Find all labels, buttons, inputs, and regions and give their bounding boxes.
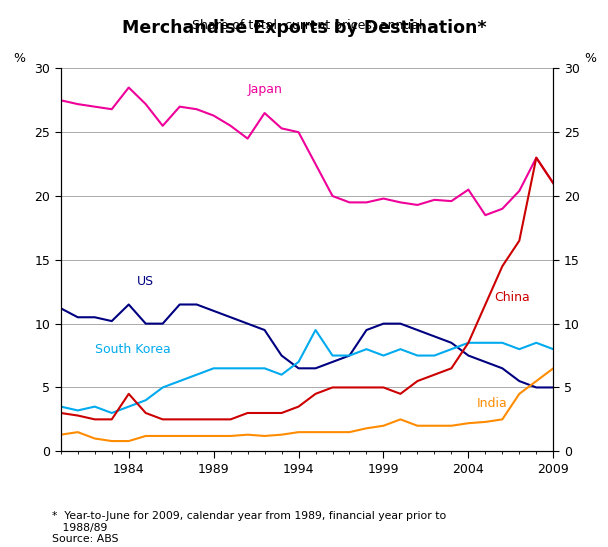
Text: South Korea: South Korea [95, 342, 170, 356]
Text: Japan: Japan [247, 84, 283, 96]
Text: *  Year-to-June for 2009, calendar year from 1989, financial year prior to
   19: * Year-to-June for 2009, calendar year f… [52, 511, 446, 544]
Title: Share of total, current prices, annual: Share of total, current prices, annual [192, 20, 423, 32]
Text: %: % [13, 51, 25, 65]
Text: Merchandise Exports by Destination*: Merchandise Exports by Destination* [122, 19, 486, 37]
Text: India: India [477, 398, 508, 410]
Text: %: % [584, 51, 596, 65]
Text: China: China [494, 292, 530, 305]
Text: US: US [137, 275, 154, 288]
